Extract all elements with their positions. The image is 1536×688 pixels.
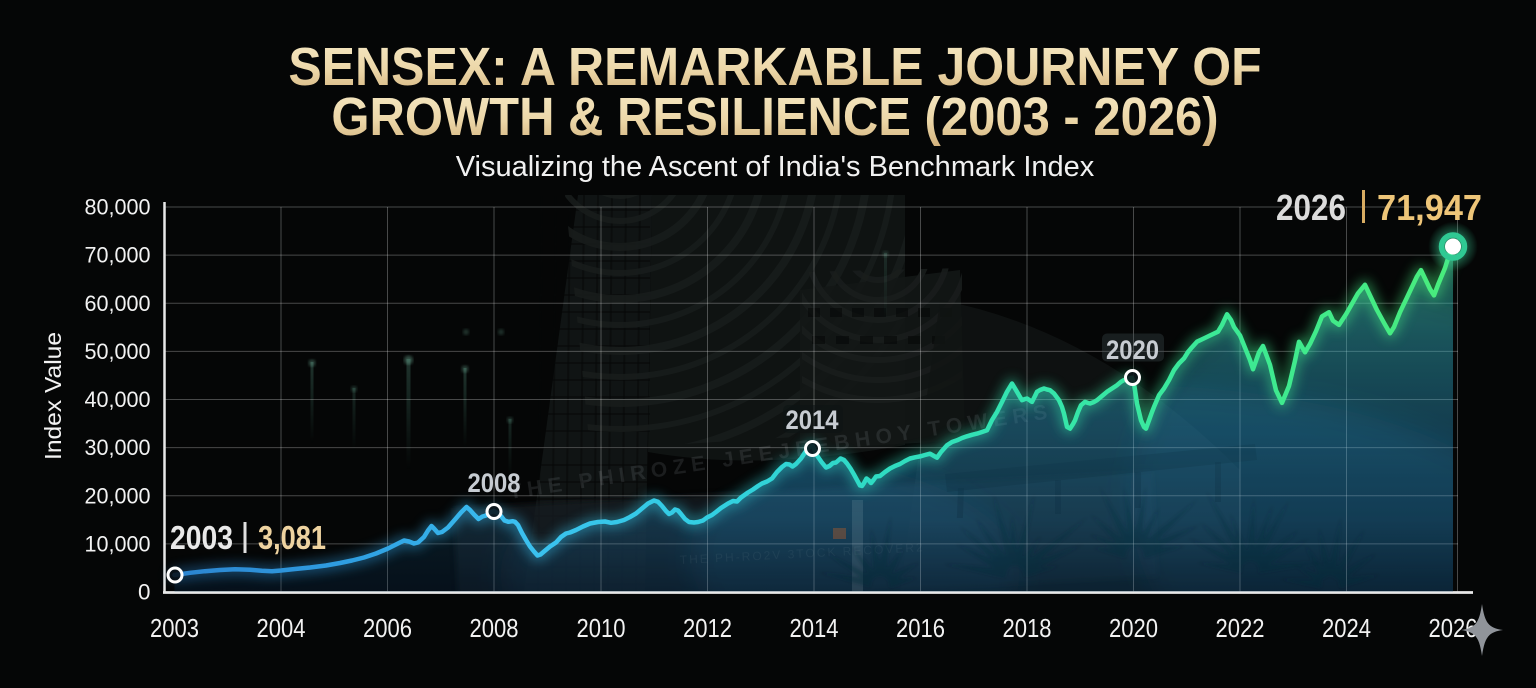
svg-text:2020: 2020 (1106, 335, 1159, 365)
svg-text:0: 0 (138, 580, 150, 605)
svg-text:2016: 2016 (896, 615, 945, 643)
svg-text:2018: 2018 (1003, 615, 1052, 643)
svg-text:2026: 2026 (1276, 187, 1346, 228)
svg-text:2004: 2004 (257, 615, 306, 643)
svg-text:10,000: 10,000 (85, 532, 151, 557)
svg-text:80,000: 80,000 (85, 195, 151, 220)
svg-text:2008: 2008 (470, 615, 519, 643)
svg-text:2006: 2006 (363, 615, 412, 643)
svg-text:3,081: 3,081 (258, 519, 326, 556)
svg-text:Index Value: Index Value (40, 332, 66, 460)
svg-text:60,000: 60,000 (85, 291, 151, 316)
svg-text:2014: 2014 (790, 615, 839, 643)
svg-text:2003: 2003 (170, 519, 233, 556)
svg-text:2012: 2012 (683, 615, 732, 643)
svg-text:71,947: 71,947 (1377, 187, 1482, 228)
svg-text:50,000: 50,000 (85, 339, 151, 364)
svg-text:2014: 2014 (786, 405, 839, 435)
svg-text:2020: 2020 (1109, 615, 1158, 643)
svg-text:70,000: 70,000 (85, 243, 151, 268)
svg-text:30,000: 30,000 (85, 435, 151, 460)
svg-text:2010: 2010 (577, 615, 626, 643)
svg-text:2022: 2022 (1216, 615, 1265, 643)
svg-text:2024: 2024 (1322, 615, 1371, 643)
svg-text:20,000: 20,000 (85, 483, 151, 508)
svg-text:2003: 2003 (150, 615, 199, 643)
svg-text:2008: 2008 (468, 468, 521, 498)
svg-text:40,000: 40,000 (85, 387, 151, 412)
